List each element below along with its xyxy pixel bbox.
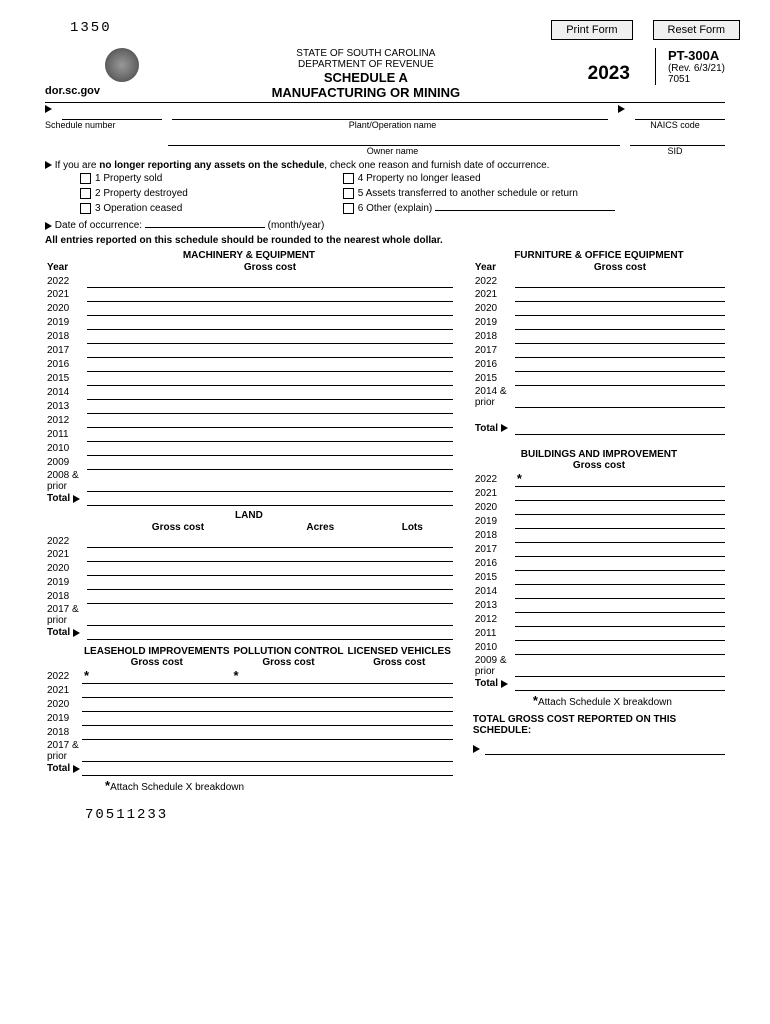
total-gross-cost: TOTAL GROSS COST REPORTED ON THIS SCHEDU…	[473, 714, 725, 736]
furniture-heading: FURNITURE & OFFICE EQUIPMENT	[473, 250, 725, 261]
arrow-icon	[45, 105, 52, 113]
cb-2[interactable]	[80, 188, 91, 199]
arrow-icon	[618, 105, 625, 113]
machinery-table: YearGross cost 2022202120202019201820172…	[45, 261, 453, 506]
form-code: PT-300A (Rev. 6/3/21) 7051	[655, 48, 725, 85]
cb-4[interactable]	[343, 173, 354, 184]
state-seal-icon	[105, 48, 139, 82]
dor-url: dor.sc.gov	[45, 85, 100, 97]
date-occurrence-input[interactable]	[145, 227, 265, 228]
title-block: STATE OF SOUTH CAROLINA DEPARTMENT OF RE…	[149, 48, 583, 100]
schedule-number-input[interactable]	[62, 105, 162, 120]
cb-3[interactable]	[80, 203, 91, 214]
print-button[interactable]: Print Form	[551, 20, 632, 40]
buildings-table: 2022*20212020201920182017201620152014201…	[473, 471, 725, 691]
furniture-table: YearGross cost 2022202120202019201820172…	[473, 261, 725, 435]
ocr-bottom: 70511233	[85, 807, 740, 823]
sid-input[interactable]	[630, 131, 725, 146]
total-gross-input[interactable]	[485, 742, 725, 755]
rounding-note: All entries reported on this schedule sh…	[45, 235, 443, 246]
reset-button[interactable]: Reset Form	[653, 20, 740, 40]
machinery-heading: MACHINERY & EQUIPMENT	[45, 250, 453, 261]
owner-name-input[interactable]	[168, 131, 620, 146]
plant-name-input[interactable]	[172, 105, 608, 120]
cb-5[interactable]	[343, 188, 354, 199]
land-heading: LAND	[45, 510, 453, 521]
naics-input[interactable]	[635, 105, 725, 120]
cb-6[interactable]	[343, 203, 354, 214]
tax-year: 2023	[588, 63, 630, 85]
buildings-heading: BUILDINGS AND IMPROVEMENT	[473, 449, 725, 460]
cb-1[interactable]	[80, 173, 91, 184]
lease-poll-lic-table: LEASEHOLD IMPROVEMENTSGross costPOLLUTIO…	[45, 646, 453, 776]
ocr-top: 1350	[70, 20, 112, 36]
no-longer-section: If you are no longer reporting any asset…	[30, 160, 740, 171]
land-table: Gross costAcresLots 20222021202020192018…	[45, 521, 453, 640]
